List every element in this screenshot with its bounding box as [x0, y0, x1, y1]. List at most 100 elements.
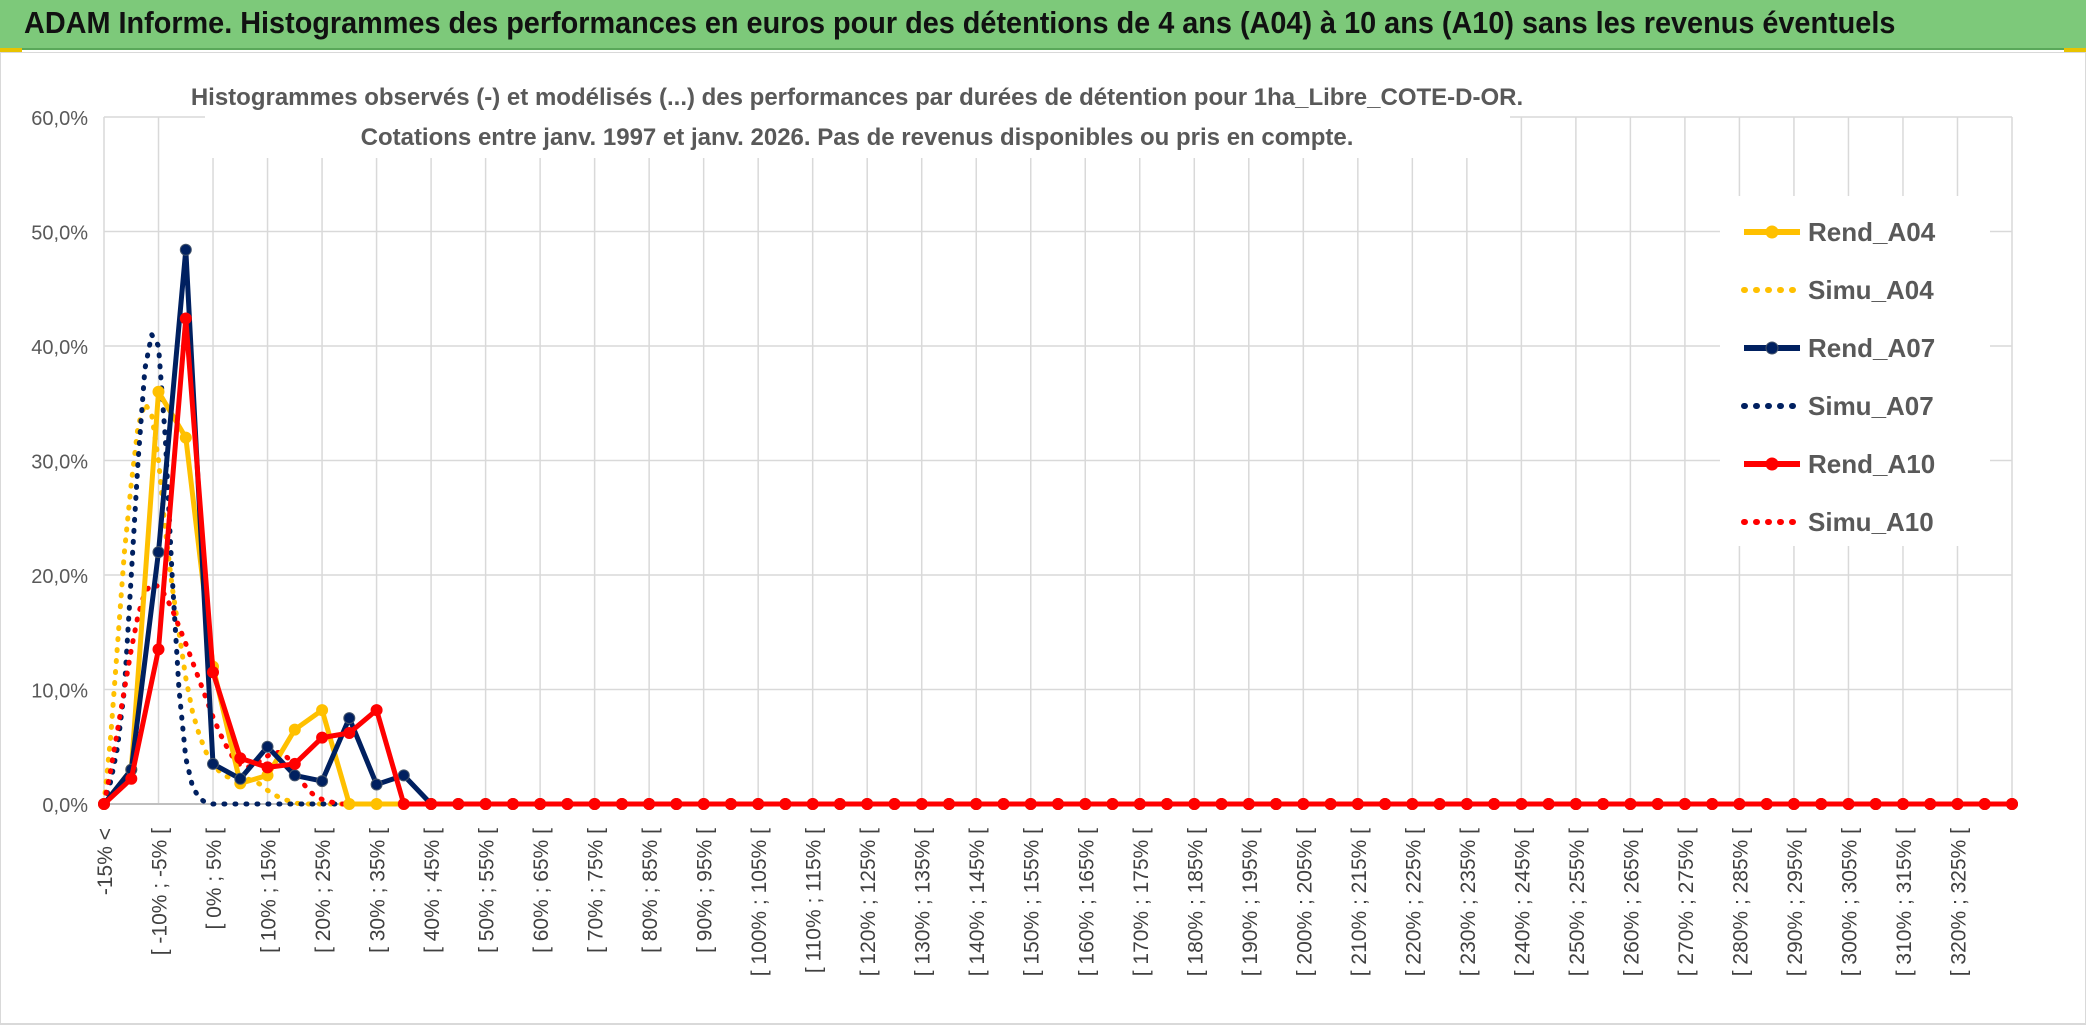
- x-tick-label: [ 230% ; 235% [: [1457, 828, 1480, 976]
- y-tick-label: 50,0%: [31, 223, 88, 245]
- point-Rend_A10: [534, 798, 547, 810]
- x-tick-label: [ 150% ; 155% [: [1021, 828, 1044, 976]
- corner-accent-right: [2064, 48, 2086, 54]
- point-Rend_A10: [288, 757, 301, 770]
- point-Rend_A10: [1270, 798, 1283, 810]
- x-tick-label: [ 40% ; 45% [: [421, 828, 444, 953]
- x-tick-label: [ 180% ; 185% [: [1184, 828, 1207, 976]
- point-Rend_A10: [1052, 798, 1064, 810]
- point-Rend_A10: [1978, 798, 1991, 810]
- point-Rend_A07: [370, 778, 383, 791]
- point-Rend_A10: [316, 731, 329, 744]
- x-tick-label: [ 60% ; 65% [: [530, 828, 553, 953]
- point-Rend_A10: [1215, 798, 1228, 810]
- x-tick-label: [ 30% ; 35% [: [367, 828, 390, 953]
- point-Rend_A10: [1924, 798, 1937, 810]
- point-Rend_A07: [316, 775, 329, 788]
- point-Rend_A10: [343, 727, 356, 739]
- point-Rend_A07: [152, 546, 165, 559]
- point-Rend_A10: [643, 798, 656, 810]
- x-tick-label: [ 220% ; 225% [: [1402, 828, 1425, 976]
- point-Rend_A10: [615, 798, 628, 810]
- point-Rend_A07: [179, 243, 192, 256]
- legend-label-Simu_A04: Simu_A04: [1808, 275, 1934, 305]
- chart-title-line2: Cotations entre janv. 1997 et janv. 2026…: [361, 124, 1354, 151]
- x-tick-label: [ 270% ; 275% [: [1675, 828, 1698, 976]
- point-Rend_A10: [1869, 798, 1882, 810]
- legend-label-Rend_A04: Rend_A04: [1808, 217, 1936, 247]
- point-Rend_A04: [316, 704, 329, 717]
- legend-label-Rend_A10: Rend_A10: [1808, 449, 1935, 479]
- point-Rend_A10: [452, 798, 465, 810]
- y-tick-label: 30,0%: [31, 452, 88, 474]
- point-Rend_A10: [1161, 798, 1173, 810]
- x-tick-label: [ 200% ; 205% [: [1293, 828, 1316, 976]
- point-Rend_A10: [779, 798, 792, 810]
- y-tick-label: 40,0%: [31, 337, 88, 359]
- point-Rend_A04: [179, 431, 192, 444]
- point-Rend_A04: [343, 798, 356, 810]
- series-layer: [98, 243, 2018, 810]
- x-tick-label: [ 260% ; 265% [: [1620, 828, 1643, 976]
- x-tick-label: [ 10% ; 15% [: [258, 828, 281, 953]
- point-Rend_A10: [1597, 798, 1610, 810]
- point-Rend_A10: [1733, 798, 1746, 810]
- point-Rend_A10: [1188, 798, 1201, 810]
- x-tick-label: -15% <: [94, 828, 117, 895]
- legend-marker-Rend_A07: [1765, 341, 1779, 355]
- y-tick-label: 20,0%: [31, 566, 88, 588]
- point-Rend_A07: [207, 757, 219, 770]
- point-Rend_A10: [1079, 798, 1092, 810]
- legend-marker-Rend_A10: [1765, 457, 1779, 471]
- point-Rend_A10: [1106, 798, 1119, 810]
- point-Rend_A10: [1787, 798, 1800, 810]
- x-tick-label: [ 70% ; 75% [: [585, 828, 608, 953]
- x-tick-label: [ 80% ; 85% [: [639, 828, 662, 953]
- x-tick-label: [ 190% ; 195% [: [1239, 828, 1262, 976]
- chart-bottom-border: [0, 1023, 2086, 1031]
- point-Rend_A10: [1024, 798, 1037, 810]
- y-tick-label: 0,0%: [42, 795, 88, 817]
- point-Rend_A10: [670, 798, 683, 810]
- point-Rend_A10: [915, 798, 928, 810]
- x-tick-label: [ 50% ; 55% [: [476, 828, 499, 953]
- x-tick-label: [ 280% ; 285% [: [1729, 828, 1752, 976]
- y-tick-label: 60,0%: [31, 108, 88, 130]
- point-Rend_A10: [1706, 798, 1719, 810]
- point-Rend_A04: [288, 723, 301, 736]
- point-Rend_A10: [997, 798, 1010, 810]
- x-tick-label: [ 300% ; 305% [: [1838, 828, 1861, 976]
- x-tick-label: [ 0% ; 5% [: [203, 828, 226, 930]
- point-Rend_A10: [261, 761, 274, 774]
- x-tick-label: [ 250% ; 255% [: [1566, 828, 1589, 976]
- point-Rend_A10: [2006, 798, 2018, 810]
- y-tick-label: 10,0%: [31, 681, 88, 703]
- point-Rend_A10: [806, 798, 819, 810]
- point-Rend_A10: [1651, 798, 1664, 810]
- chart-title-line1: Histogrammes observés (-) et modélisés (…: [191, 84, 1523, 111]
- x-tick-label: [ 210% ; 215% [: [1348, 828, 1371, 976]
- point-Rend_A10: [588, 798, 601, 810]
- point-Rend_A10: [1897, 798, 1909, 810]
- point-Rend_A10: [1488, 798, 1501, 810]
- legend-label-Rend_A07: Rend_A07: [1808, 333, 1935, 363]
- point-Rend_A10: [506, 798, 519, 810]
- point-Rend_A10: [1242, 798, 1255, 810]
- point-Rend_A07: [288, 769, 301, 782]
- x-tick-label: [ 160% ; 165% [: [1075, 828, 1098, 976]
- point-Rend_A10: [1542, 798, 1555, 810]
- point-Rend_A10: [1406, 798, 1419, 810]
- title-background: [205, 78, 1510, 158]
- point-Rend_A10: [425, 798, 438, 810]
- point-Rend_A10: [970, 798, 983, 810]
- x-tick-label: [ 290% ; 295% [: [1784, 828, 1807, 976]
- x-tick-label: [ 240% ; 245% [: [1511, 828, 1534, 976]
- point-Rend_A10: [1760, 798, 1773, 810]
- point-Rend_A10: [234, 752, 247, 765]
- x-tick-label: [ 110% ; 115% [: [803, 828, 826, 973]
- point-Rend_A10: [561, 798, 574, 810]
- point-Rend_A10: [1297, 798, 1310, 810]
- x-tick-label: [ 20% ; 25% [: [312, 828, 335, 953]
- x-tick-label: [ 310% ; 315% [: [1893, 828, 1916, 976]
- point-Rend_A07: [234, 772, 247, 785]
